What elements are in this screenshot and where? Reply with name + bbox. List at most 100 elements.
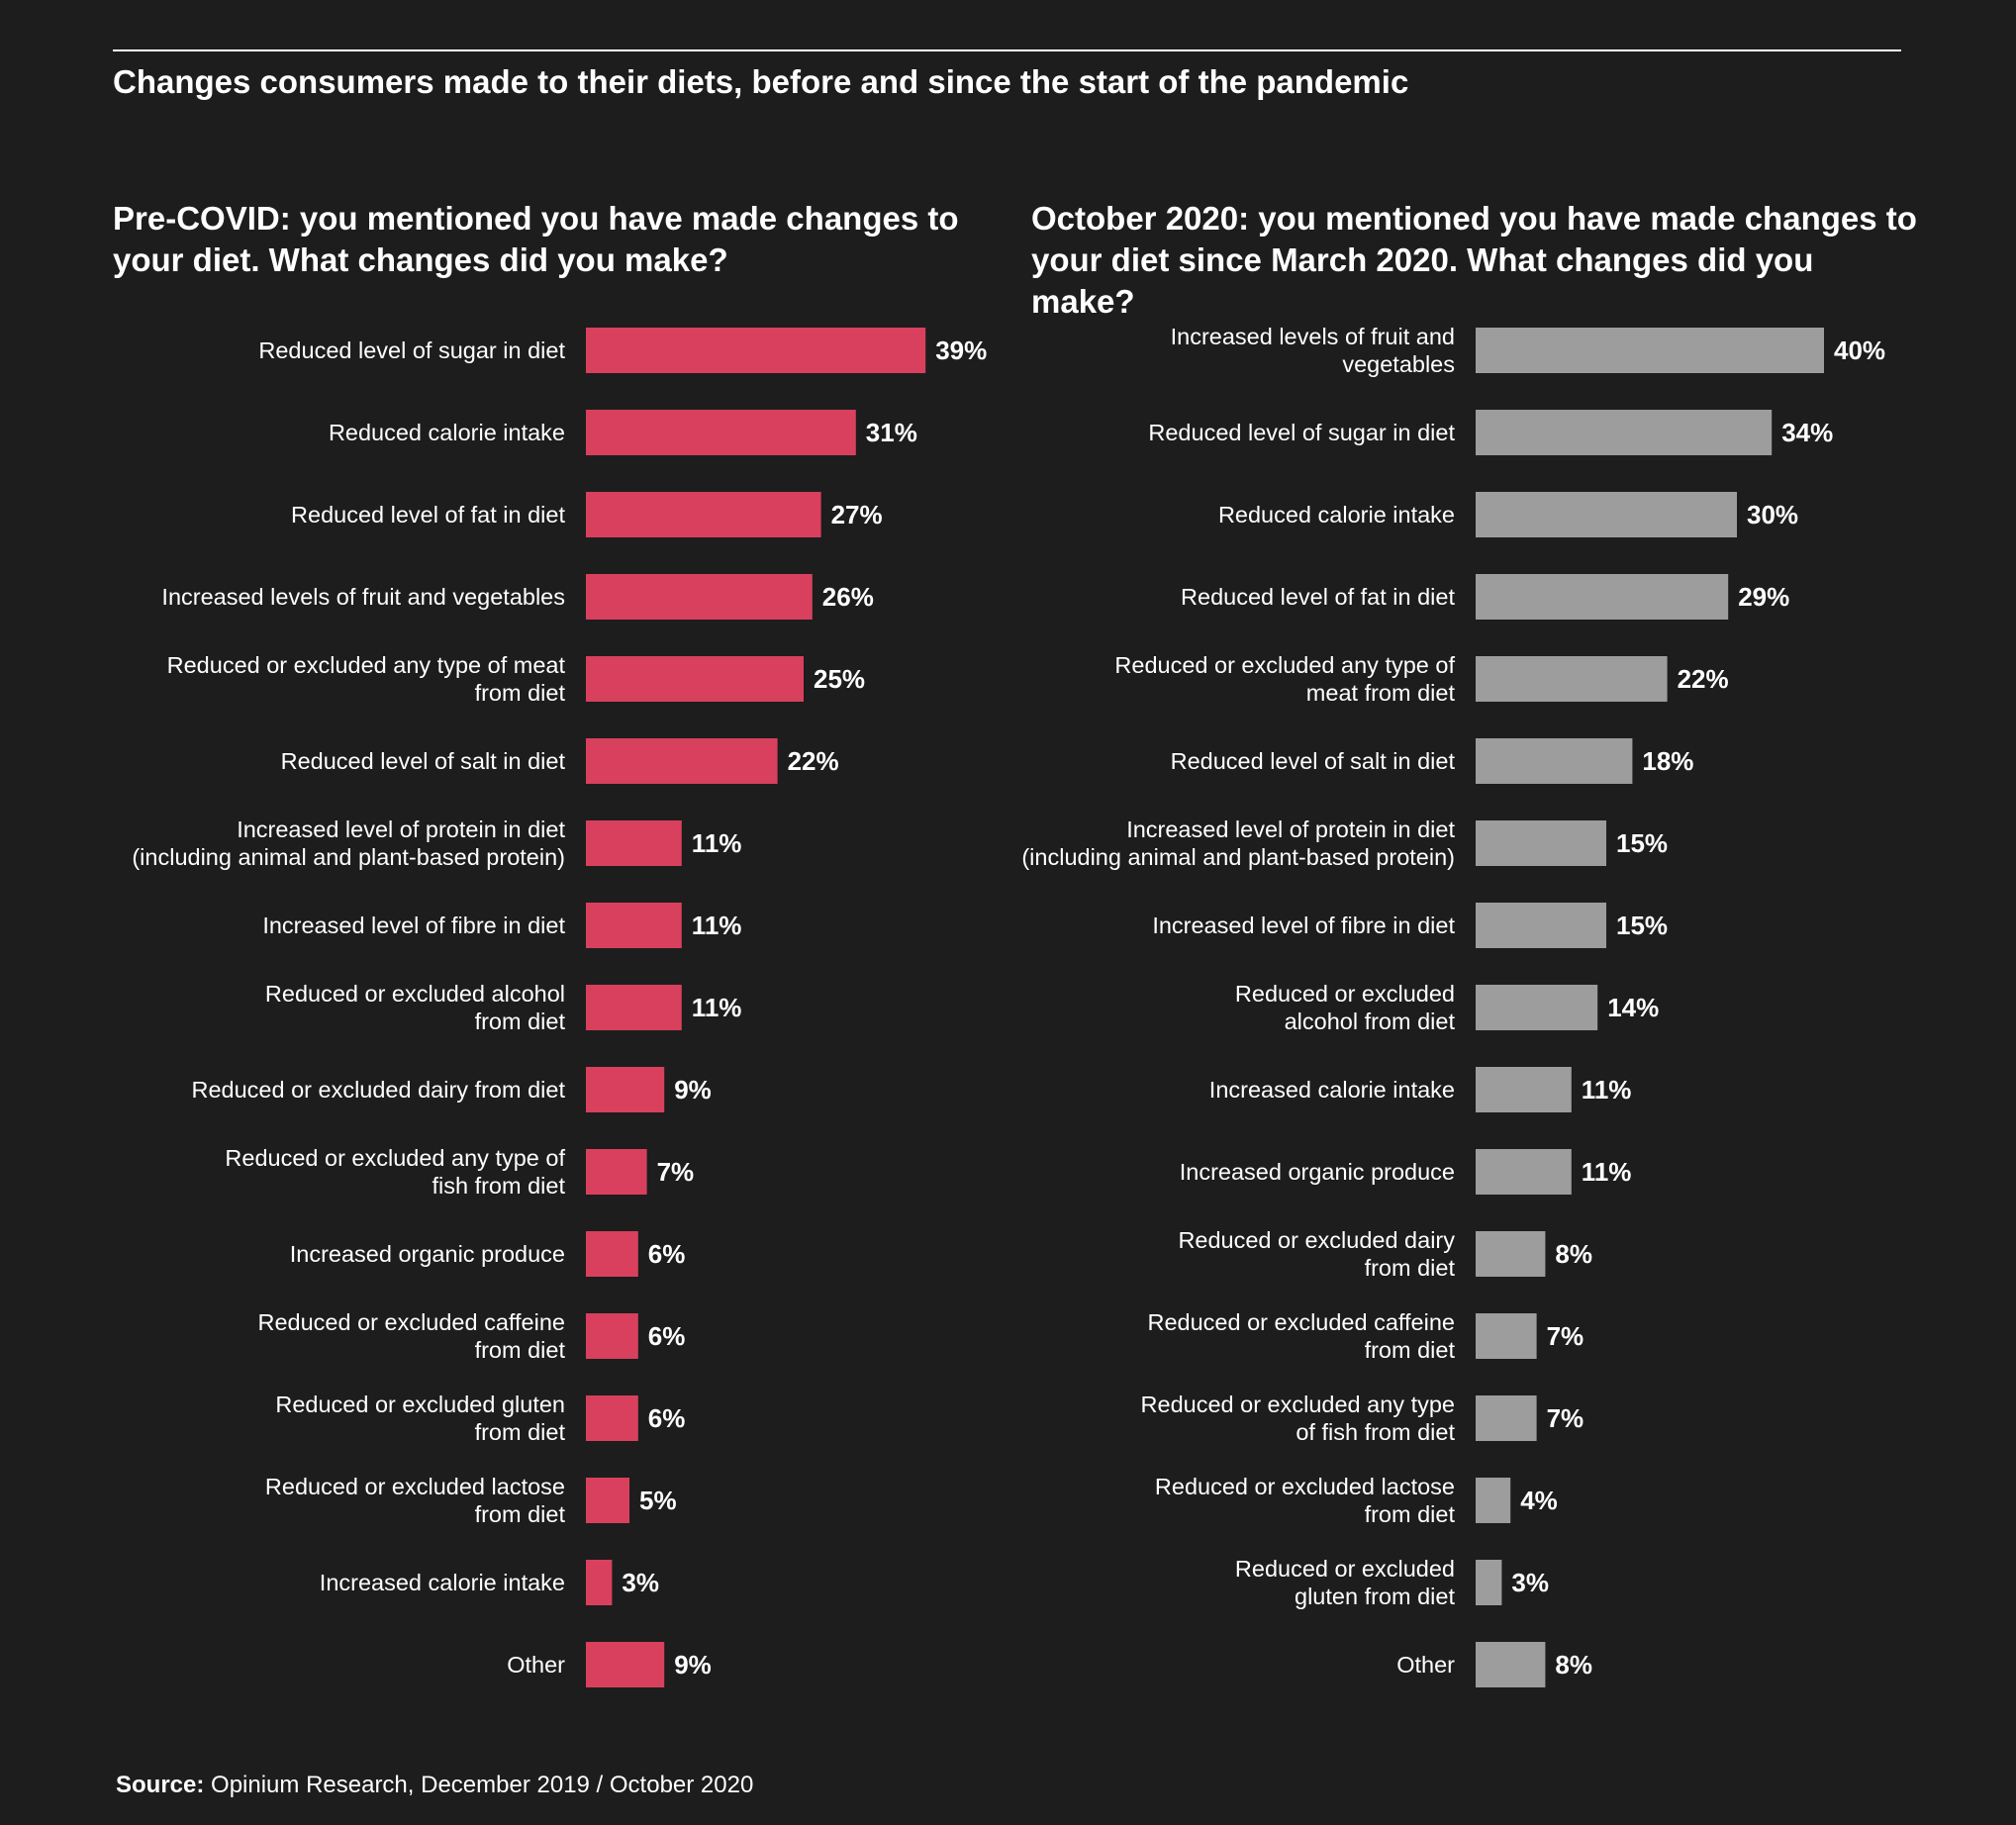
pre-covid-value-label: 26% <box>822 582 874 612</box>
source-label: Source: <box>116 1772 205 1798</box>
pre-covid-category-label: Reduced or excluded caffeine from diet <box>257 1309 565 1363</box>
pre-covid-value-label: 11% <box>692 993 742 1022</box>
october-2020-value-label: 3% <box>1511 1568 1549 1597</box>
pre-covid-category-label: Reduced or excluded gluten from diet <box>275 1392 565 1445</box>
pre-covid-bar <box>586 656 804 702</box>
october-2020-value-label: 40% <box>1834 336 1885 365</box>
october-2020-bar <box>1476 410 1773 455</box>
october-2020-category-label: Reduced or excluded gluten from diet <box>1235 1556 1456 1609</box>
pre-covid-bar <box>586 1067 665 1112</box>
pre-covid-bar <box>586 903 682 948</box>
pre-covid-bar <box>586 1149 647 1195</box>
october-2020-category-label: Reduced level of fat in diet <box>1181 584 1455 610</box>
pre-covid-bar <box>586 410 856 455</box>
pre-covid-bar <box>586 1231 638 1277</box>
october-2020-category-label: Increased calorie intake <box>1209 1077 1455 1103</box>
october-2020-category-label: Increased organic produce <box>1180 1159 1455 1185</box>
october-2020-value-label: 8% <box>1555 1239 1592 1269</box>
october-2020-category-label: Increased level of protein in diet (inclu… <box>1021 816 1455 870</box>
october-2020-category-label: Other <box>1396 1652 1455 1678</box>
october-2020-bar <box>1476 1478 1511 1523</box>
october-2020-value-label: 22% <box>1678 664 1729 694</box>
october-2020-bar <box>1476 328 1824 373</box>
pre-covid-value-label: 5% <box>639 1486 677 1515</box>
pre-covid-category-label: Reduced or excluded any type of fish from… <box>225 1145 565 1199</box>
pre-covid-category-label: Increased calorie intake <box>320 1570 565 1595</box>
pre-covid-value-label: 22% <box>788 746 839 776</box>
october-2020-category-label: Reduced level of salt in diet <box>1171 748 1456 774</box>
pre-covid-bar <box>586 574 813 620</box>
october-2020-category-label: Reduced or excluded any type of meat from… <box>1114 652 1455 706</box>
october-2020-chart-title: October 2020: you mentioned you have mad… <box>1031 200 1917 320</box>
october-2020-bar <box>1476 656 1668 702</box>
october-2020-bar <box>1476 492 1737 537</box>
october-2020-value-label: 11% <box>1582 1075 1632 1105</box>
october-2020-value-label: 29% <box>1738 582 1789 612</box>
pre-covid-value-label: 27% <box>831 500 883 529</box>
october-2020-value-label: 7% <box>1547 1403 1584 1433</box>
pre-covid-category-label: Reduced level of fat in diet <box>291 502 565 528</box>
top-rule <box>113 49 1901 51</box>
october-2020-category-label: Reduced level of sugar in diet <box>1148 420 1455 445</box>
pre-covid-value-label: 11% <box>692 828 742 858</box>
october-2020-bar <box>1476 1067 1572 1112</box>
pre-covid-bar <box>586 1642 665 1687</box>
pre-covid-category-label: Reduced or excluded lactose from diet <box>265 1474 566 1527</box>
pre-covid-category-label: Reduced calorie intake <box>329 420 565 445</box>
source-text: Opinium Research, December 2019 / Octobe… <box>211 1772 754 1798</box>
october-2020-category-label: Increased levels of fruit and vegetables <box>1171 324 1455 377</box>
pre-covid-value-label: 11% <box>692 911 742 940</box>
pre-covid-category-label: Increased level of protein in diet (inclu… <box>132 816 565 870</box>
pre-covid-bar <box>586 1560 613 1605</box>
pre-covid-bar <box>586 820 682 866</box>
pre-covid-bar <box>586 1395 638 1441</box>
october-2020-bar <box>1476 1313 1537 1359</box>
pre-covid-bar <box>586 1313 638 1359</box>
october-2020-bar <box>1476 738 1633 784</box>
october-2020-bar <box>1476 903 1606 948</box>
october-2020-value-label: 15% <box>1616 911 1668 940</box>
pre-covid-category-label: Reduced or excluded any type of meat from… <box>167 652 566 706</box>
pre-covid-bar <box>586 492 821 537</box>
october-2020-category-label: Reduced calorie intake <box>1218 502 1455 528</box>
october-2020-category-label: Increased level of fibre in diet <box>1152 912 1455 938</box>
pre-covid-value-label: 31% <box>866 418 917 447</box>
october-2020-value-label: 14% <box>1607 993 1659 1022</box>
pre-covid-value-label: 25% <box>814 664 865 694</box>
october-2020-category-label: Reduced or excluded lactose from diet <box>1155 1474 1456 1527</box>
october-2020-category-label: Reduced or excluded dairy from diet <box>1178 1227 1455 1281</box>
october-2020-bar <box>1476 1642 1546 1687</box>
october-2020-value-label: 15% <box>1616 828 1668 858</box>
pre-covid-value-label: 6% <box>648 1403 686 1433</box>
pre-covid-category-label: Reduced or excluded dairy from diet <box>191 1077 565 1103</box>
pre-covid-category-label: Other <box>507 1652 565 1678</box>
pre-covid-bar <box>586 328 926 373</box>
source-note: Source: Opinium Research, December 2019 … <box>116 1772 753 1799</box>
october-2020-category-label: Reduced or excluded alcohol from diet <box>1235 981 1456 1034</box>
page-title: Changes consumers made to their diets, b… <box>113 63 1409 100</box>
october-2020-value-label: 4% <box>1520 1486 1558 1515</box>
october-2020-bar <box>1476 1231 1546 1277</box>
october-2020-bar <box>1476 1560 1502 1605</box>
october-2020-value-label: 18% <box>1642 746 1693 776</box>
pre-covid-category-label: Reduced level of sugar in diet <box>258 337 565 363</box>
october-2020-category-label: Reduced or excluded caffeine from diet <box>1147 1309 1455 1363</box>
pre-covid-value-label: 3% <box>622 1568 659 1597</box>
pre-covid-value-label: 9% <box>674 1650 712 1680</box>
pre-covid-value-label: 9% <box>674 1075 712 1105</box>
pre-covid-bar <box>586 985 682 1030</box>
pre-covid-bar <box>586 738 778 784</box>
october-2020-bar <box>1476 1149 1572 1195</box>
pre-covid-category-label: Increased organic produce <box>290 1241 565 1267</box>
pre-covid-value-label: 6% <box>648 1321 686 1351</box>
pre-covid-category-label: Increased level of fibre in diet <box>262 912 565 938</box>
pre-covid-value-label: 7% <box>657 1157 695 1187</box>
october-2020-value-label: 8% <box>1555 1650 1592 1680</box>
pre-covid-chart-title: Pre-COVID: you mentioned you have made c… <box>113 200 959 278</box>
october-2020-bar <box>1476 985 1598 1030</box>
pre-covid-category-label: Reduced level of salt in diet <box>281 748 566 774</box>
october-2020-bar <box>1476 574 1729 620</box>
october-2020-value-label: 7% <box>1547 1321 1584 1351</box>
pre-covid-value-label: 39% <box>935 336 987 365</box>
